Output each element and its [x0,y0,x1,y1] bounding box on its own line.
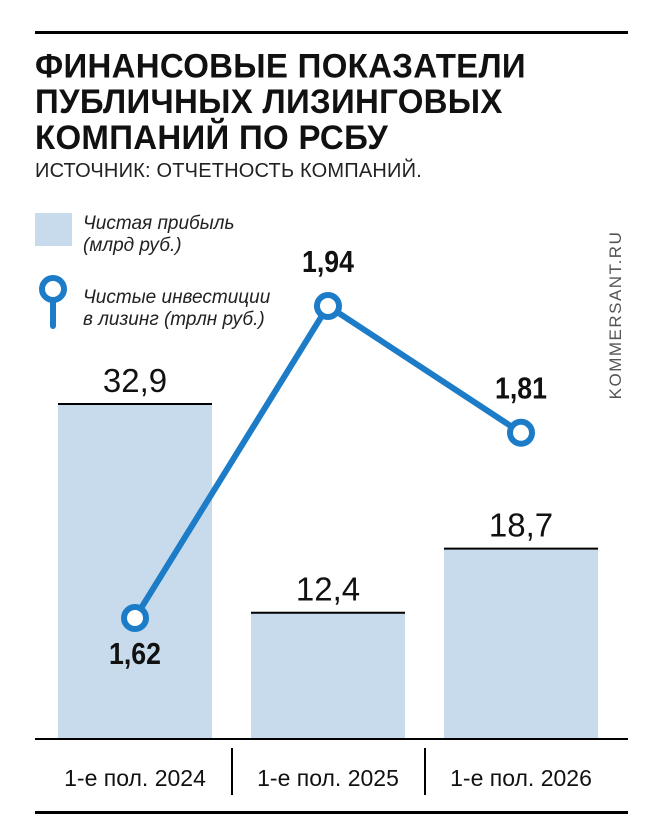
bar-3 [444,548,598,739]
bar-2 [251,612,405,739]
source-note: ИСТОЧНИК: ОТЧЕТНОСТЬ КОМПАНИЙ. [35,160,422,182]
bar-1 [58,404,212,739]
legend-line-label-line1: Чистые инвестиции [83,287,271,308]
chart-title: ФИНАНСОВЫЕ ПОКАЗАТЕЛИ ПУБЛИЧНЫХ ЛИЗИНГОВ… [35,45,526,157]
bottom-rule [35,811,628,814]
legend-line-marker-dot [39,275,67,303]
legend-line-label: Чистые инвестиции в лизинг (трлн руб.) [83,287,270,331]
x-tick-label-1: 1-е пол. 2024 [64,765,206,791]
line-value-label-3: 1,81 [495,372,547,406]
x-tick-label-3: 1-е пол. 2026 [450,765,592,791]
bar-value-label-2: 12,4 [296,571,360,608]
bar-value-label-3: 18,7 [489,507,553,544]
x-tick-label-2: 1-е пол. 2025 [257,765,399,791]
line-point-3 [507,418,535,447]
line-point-1 [121,604,149,632]
line-point-2 [314,292,342,320]
bar-value-label-1: 32,9 [103,362,167,399]
legend-bar-label: Чистая прибыль (млрд руб.) [83,213,234,257]
legend-bar-label-line2: (млрд руб.) [83,235,182,256]
line-value-label-1: 1,62 [109,637,161,671]
legend-bar-label-line1: Чистая прибыль [83,213,235,234]
legend-bar-swatch [35,213,72,246]
top-rule [35,31,628,34]
line-value-label-2: 1,94 [302,245,354,279]
legend-line-label-line2: в лизинг (трлн руб.) [83,309,265,330]
